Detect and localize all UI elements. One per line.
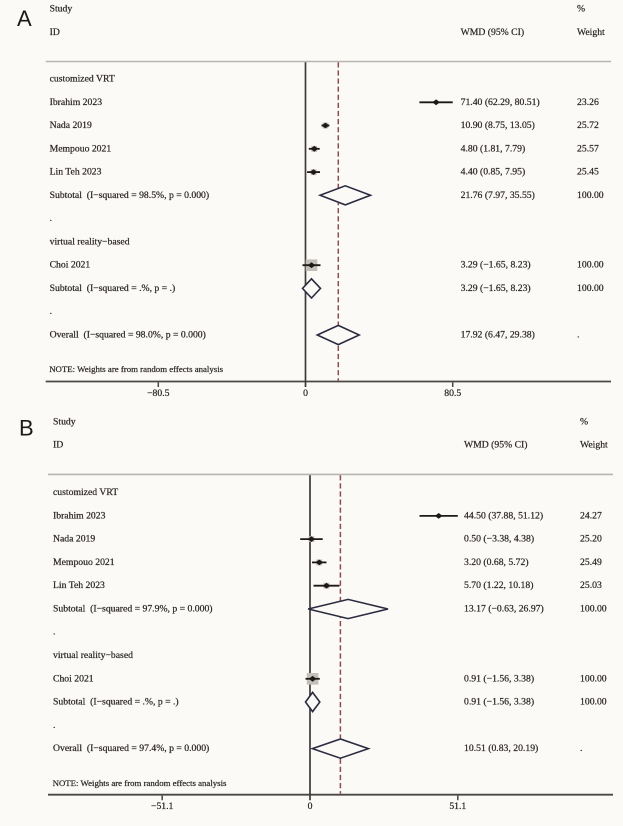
- svg-text:ID: ID: [53, 440, 63, 451]
- svg-text:.: .: [53, 627, 55, 638]
- svg-text:Nada 2019: Nada 2019: [50, 120, 92, 131]
- svg-text:25.57: 25.57: [577, 143, 599, 154]
- svg-text:.: .: [50, 306, 52, 317]
- svg-text:13.17 (−0.63, 26.97): 13.17 (−0.63, 26.97): [464, 604, 544, 615]
- svg-text:0: 0: [308, 801, 313, 812]
- svg-text:0.91 (−1.56, 3.38): 0.91 (−1.56, 3.38): [464, 673, 534, 684]
- svg-text:WMD (95% CI): WMD (95% CI): [461, 27, 524, 38]
- svg-text:Mempouo 2021: Mempouo 2021: [50, 143, 112, 154]
- svg-text:100.00: 100.00: [580, 673, 607, 684]
- svg-text:10.90 (8.75, 13.05): 10.90 (8.75, 13.05): [461, 120, 535, 131]
- svg-text:3.29 (−1.65, 8.23): 3.29 (−1.65, 8.23): [461, 283, 531, 294]
- svg-text:Subtotal (I−squared = 98.5%,: Subtotal (I−squared = 98.5%, p = 0.000): [50, 190, 210, 201]
- svg-text:100.00: 100.00: [577, 190, 604, 201]
- svg-text:−80.5: −80.5: [147, 388, 170, 399]
- svg-text:%: %: [580, 416, 588, 427]
- svg-text:Study: Study: [50, 4, 73, 15]
- svg-text:Lin Teh 2023: Lin Teh 2023: [53, 580, 105, 591]
- svg-text:.: .: [580, 743, 582, 754]
- svg-text:5.70 (1.22, 10.18): 5.70 (1.22, 10.18): [464, 580, 533, 591]
- svg-text:100.00: 100.00: [580, 604, 607, 615]
- svg-text:NOTE: Weights are from random: NOTE: Weights are from random effects an…: [49, 364, 223, 374]
- svg-text:0.50 (−3.38, 4.38): 0.50 (−3.38, 4.38): [464, 534, 534, 545]
- svg-text:Choi 2021: Choi 2021: [53, 673, 94, 684]
- svg-text:4.80 (1.81, 7.79): 4.80 (1.81, 7.79): [461, 143, 526, 154]
- svg-text:44.50 (37.88, 51.12): 44.50 (37.88, 51.12): [464, 510, 543, 521]
- svg-text:Weight: Weight: [577, 27, 605, 38]
- svg-text:80.5: 80.5: [444, 388, 461, 399]
- svg-text:Ibrahim 2023: Ibrahim 2023: [53, 510, 106, 521]
- svg-text:4.40 (0.85, 7.95): 4.40 (0.85, 7.95): [461, 167, 526, 178]
- svg-text:.: .: [577, 330, 579, 341]
- svg-text:Overall (I−squared = 97.4%, p: Overall (I−squared = 97.4%, p = 0.000): [53, 743, 209, 754]
- svg-text:B: B: [19, 416, 34, 441]
- svg-text:23.26: 23.26: [577, 97, 599, 108]
- svg-text:3.29 (−1.65, 8.23): 3.29 (−1.65, 8.23): [461, 260, 531, 271]
- svg-text:virtual reality−based: virtual reality−based: [53, 650, 133, 661]
- svg-text:Subtotal (I−squared = 97.9%,: Subtotal (I−squared = 97.9%, p = 0.000): [53, 604, 213, 615]
- svg-text:25.49: 25.49: [580, 557, 602, 568]
- svg-text:51.1: 51.1: [449, 801, 466, 812]
- svg-text:NOTE: Weights are from random: NOTE: Weights are from random effects an…: [53, 778, 227, 788]
- svg-text:25.03: 25.03: [580, 580, 602, 591]
- svg-text:Nada 2019: Nada 2019: [53, 534, 95, 545]
- svg-text:25.72: 25.72: [577, 120, 599, 131]
- svg-text:0.91 (−1.56, 3.38): 0.91 (−1.56, 3.38): [464, 697, 534, 708]
- svg-text:.: .: [50, 213, 52, 224]
- svg-text:%: %: [577, 4, 585, 15]
- svg-text:100.00: 100.00: [577, 260, 604, 271]
- svg-text:customized VRT: customized VRT: [53, 487, 118, 498]
- svg-text:71.40 (62.29, 80.51): 71.40 (62.29, 80.51): [461, 97, 540, 108]
- svg-text:−51.1: −51.1: [151, 801, 174, 812]
- svg-text:0: 0: [303, 388, 308, 399]
- svg-text:customized VRT: customized VRT: [50, 74, 115, 85]
- svg-text:Weight: Weight: [580, 440, 608, 451]
- svg-text:21.76 (7.97, 35.55): 21.76 (7.97, 35.55): [461, 190, 535, 201]
- svg-text:virtual reality−based: virtual reality−based: [50, 236, 130, 247]
- svg-text:Subtotal (I−squared = .%, p =: Subtotal (I−squared = .%, p = .): [50, 283, 176, 294]
- svg-text:Overall (I−squared = 98.0%, p: Overall (I−squared = 98.0%, p = 0.000): [50, 330, 206, 341]
- svg-text:100.00: 100.00: [580, 697, 607, 708]
- svg-text:Lin Teh 2023: Lin Teh 2023: [50, 167, 102, 178]
- svg-text:WMD (95% CI): WMD (95% CI): [464, 440, 528, 451]
- svg-text:Choi 2021: Choi 2021: [50, 260, 91, 271]
- svg-text:Ibrahim 2023: Ibrahim 2023: [50, 97, 103, 108]
- svg-text:Mempouo 2021: Mempouo 2021: [53, 557, 115, 568]
- svg-text:Study: Study: [53, 416, 76, 427]
- svg-text:3.20 (0.68, 5.72): 3.20 (0.68, 5.72): [464, 557, 529, 568]
- svg-text:24.27: 24.27: [580, 510, 602, 521]
- svg-text:17.92 (6.47, 29.38): 17.92 (6.47, 29.38): [461, 330, 535, 341]
- svg-text:A: A: [17, 6, 32, 31]
- svg-text:100.00: 100.00: [577, 283, 604, 294]
- svg-text:ID: ID: [50, 27, 60, 38]
- svg-text:25.20: 25.20: [580, 534, 602, 545]
- svg-text:.: .: [53, 720, 55, 731]
- svg-text:10.51 (0.83, 20.19): 10.51 (0.83, 20.19): [464, 743, 538, 754]
- svg-text:25.45: 25.45: [577, 167, 599, 178]
- svg-text:Subtotal (I−squared = .%, p =: Subtotal (I−squared = .%, p = .): [53, 697, 179, 708]
